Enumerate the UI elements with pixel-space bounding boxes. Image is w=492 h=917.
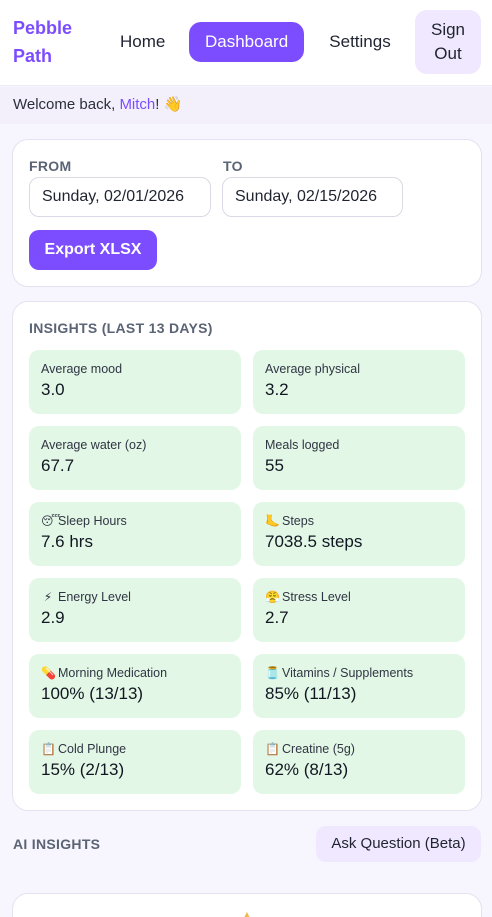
- tile-label-row: 🫙 Vitamins / Supplements: [265, 666, 413, 680]
- insight-tile-stress-level: 😤 Stress Level 2.7: [253, 578, 465, 642]
- tile-label-row: 🦶 Steps: [265, 514, 314, 528]
- tile-label: Cold Plunge: [58, 742, 127, 756]
- tile-value: 2.7: [265, 608, 289, 627]
- insight-tile-average-water: Average water (oz) 67.7: [29, 426, 241, 490]
- insight-tile-cold-plunge: 📋 Cold Plunge 15% (2/13): [29, 730, 241, 794]
- sign-out-line-1: Sign: [430, 20, 466, 39]
- tile-label: Creatine (5g): [282, 742, 355, 756]
- from-label: FROM: [29, 158, 72, 174]
- export-xlsx-button[interactable]: Export XLSX: [29, 230, 157, 270]
- sparkle-icon: ▲: [241, 908, 253, 917]
- tile-label-row: 📋 Creatine (5g): [265, 742, 355, 756]
- ai-insights-card: ▲: [12, 893, 482, 917]
- tile-label: Morning Medication: [58, 666, 168, 680]
- to-label: TO: [223, 158, 243, 174]
- brand-line-1: Pebble: [13, 18, 73, 38]
- insight-tile-meals-logged: Meals logged 55: [253, 426, 465, 490]
- jar-icon: 🫙: [265, 666, 280, 680]
- pill-icon: 💊: [41, 666, 56, 680]
- insight-tile-average-physical: Average physical 3.2: [253, 350, 465, 414]
- user-name: Mitch: [119, 96, 156, 113]
- tile-label-row: 😤 Stress Level: [265, 590, 351, 604]
- insights-title: INSIGHTS (LAST 13 DAYS): [29, 320, 213, 336]
- clipboard-icon: 📋: [265, 742, 280, 756]
- nav-settings[interactable]: Settings: [329, 32, 391, 51]
- tile-label: Average physical: [265, 362, 360, 376]
- nav-home[interactable]: Home: [120, 32, 166, 51]
- welcome-prefix: Welcome back,: [13, 96, 120, 113]
- brand-logo[interactable]: Pebble Path: [13, 14, 72, 70]
- ai-insights-title: AI INSIGHTS: [13, 836, 101, 852]
- tile-value: 62% (8/13): [265, 760, 349, 779]
- insight-tile-sleep-hours: 😴Sleep Hours 7.6 hrs: [29, 502, 241, 566]
- tile-value: 100% (13/13): [41, 684, 144, 703]
- tile-label-row: 📋 Cold Plunge: [41, 742, 126, 756]
- top-nav: Pebble Path Home Dashboard Settings Sign…: [0, 0, 492, 86]
- tile-value: 67.7: [41, 456, 75, 475]
- clipboard-icon: 📋: [41, 742, 56, 756]
- brand-line-2: Path: [13, 46, 53, 66]
- stress-face-icon: 😤: [265, 590, 280, 604]
- tile-value: 7038.5 steps: [265, 532, 363, 551]
- tile-value: 7.6 hrs: [41, 532, 93, 551]
- tile-value: 55: [265, 456, 284, 475]
- insight-tile-morning-medication: 💊 Morning Medication 100% (13/13): [29, 654, 241, 718]
- to-date-input[interactable]: Sunday, 02/15/2026: [222, 177, 403, 217]
- sign-out-button[interactable]: Sign Out: [415, 10, 481, 74]
- tile-value: 3.0: [41, 380, 65, 399]
- tile-label: Average water (oz): [41, 438, 147, 452]
- lightning-icon: ⚡: [43, 590, 53, 604]
- tile-label: Steps: [282, 514, 314, 528]
- tile-value: 3.2: [265, 380, 289, 399]
- tile-value: 2.9: [41, 608, 65, 627]
- insights-card: INSIGHTS (LAST 13 DAYS) Average mood 3.0…: [12, 301, 482, 811]
- footprint-icon: 🦶: [265, 514, 280, 528]
- welcome-banner: Welcome back, Mitch! 👋: [0, 87, 492, 124]
- tile-label: Stress Level: [282, 590, 351, 604]
- tile-value: 85% (11/13): [265, 684, 357, 703]
- from-date-input[interactable]: Sunday, 02/01/2026: [29, 177, 211, 217]
- tile-label: Meals logged: [265, 438, 340, 452]
- nav-dashboard[interactable]: Dashboard: [189, 22, 304, 62]
- insight-tile-steps: 🦶 Steps 7038.5 steps: [253, 502, 465, 566]
- tile-label: Sleep Hours: [58, 514, 127, 528]
- sign-out-line-2: Out: [434, 44, 462, 63]
- tile-label-row: 💊 Morning Medication: [41, 666, 167, 680]
- insight-tile-energy-level: ⚡ Energy Level 2.9: [29, 578, 241, 642]
- tile-label: Average mood: [41, 362, 123, 376]
- sleep-icon: 😴: [41, 514, 61, 528]
- insight-tile-vitamins: 🫙 Vitamins / Supplements 85% (11/13): [253, 654, 465, 718]
- insight-tile-average-mood: Average mood 3.0: [29, 350, 241, 414]
- tile-value: 15% (2/13): [41, 760, 125, 779]
- insight-tile-creatine: 📋 Creatine (5g) 62% (8/13): [253, 730, 465, 794]
- tile-label: Energy Level: [58, 590, 131, 604]
- welcome-suffix: ! 👋: [155, 96, 183, 113]
- tile-label: Vitamins / Supplements: [282, 666, 414, 680]
- ask-question-button[interactable]: Ask Question (Beta): [316, 826, 481, 862]
- date-range-card: FROM Sunday, 02/01/2026 TO Sunday, 02/15…: [12, 139, 482, 287]
- tile-label-row: 😴Sleep Hours: [41, 514, 127, 528]
- tile-label-row: ⚡ Energy Level: [41, 590, 131, 604]
